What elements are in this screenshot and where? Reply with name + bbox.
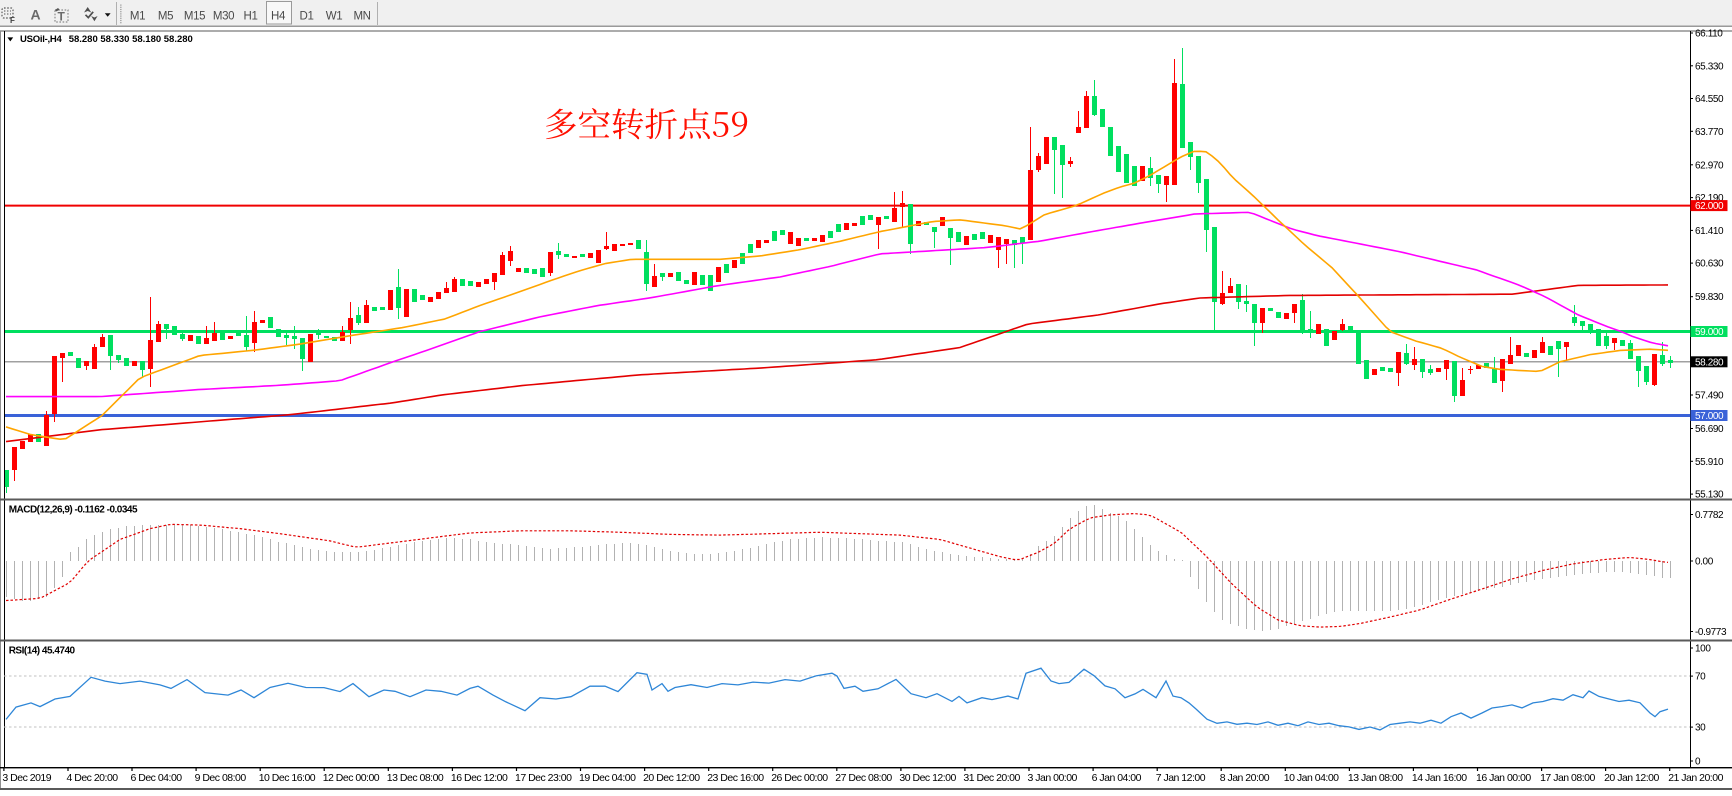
svg-text:21 Jan 20:00: 21 Jan 20:00 — [1668, 772, 1723, 784]
svg-text:0.00: 0.00 — [1695, 557, 1714, 568]
svg-text:56.690: 56.690 — [1695, 424, 1724, 435]
svg-text:6 Jan 04:00: 6 Jan 04:00 — [1092, 772, 1142, 784]
svg-text:70: 70 — [1695, 672, 1706, 683]
svg-text:14 Jan 16:00: 14 Jan 16:00 — [1412, 772, 1467, 784]
svg-text:16 Jan 00:00: 16 Jan 00:00 — [1476, 772, 1531, 784]
svg-text:D1: D1 — [300, 11, 314, 23]
svg-text:USOil-,H4: USOil-,H4 — [20, 34, 63, 45]
svg-text:17 Jan 08:00: 17 Jan 08:00 — [1540, 772, 1595, 784]
svg-text:16 Dec 12:00: 16 Dec 12:00 — [451, 772, 508, 784]
svg-text:10 Dec 16:00: 10 Dec 16:00 — [259, 772, 316, 784]
svg-text:17 Dec 23:00: 17 Dec 23:00 — [515, 772, 572, 784]
svg-text:H4: H4 — [271, 11, 286, 23]
svg-text:61.410: 61.410 — [1695, 226, 1724, 237]
svg-text:0.7782: 0.7782 — [1695, 510, 1724, 521]
svg-text:57.000: 57.000 — [1695, 411, 1724, 422]
svg-text:M15: M15 — [184, 11, 205, 23]
svg-text:59.830: 59.830 — [1695, 292, 1724, 303]
svg-text:6 Dec 04:00: 6 Dec 04:00 — [131, 772, 183, 784]
svg-text:W1: W1 — [326, 11, 342, 23]
svg-text:63.770: 63.770 — [1695, 127, 1724, 138]
svg-text:31 Dec 20:00: 31 Dec 20:00 — [963, 772, 1020, 784]
svg-text:66.110: 66.110 — [1695, 29, 1723, 40]
svg-text:8 Jan 20:00: 8 Jan 20:00 — [1220, 772, 1270, 784]
svg-text:20 Jan 12:00: 20 Jan 12:00 — [1604, 772, 1659, 784]
svg-text:F: F — [10, 16, 15, 25]
svg-text:MN: MN — [353, 11, 370, 23]
svg-text:12 Dec 00:00: 12 Dec 00:00 — [323, 772, 380, 784]
svg-text:20 Dec 12:00: 20 Dec 12:00 — [643, 772, 700, 784]
svg-text:65.330: 65.330 — [1695, 61, 1724, 72]
svg-text:59.000: 59.000 — [1695, 327, 1724, 338]
svg-text:MACD(12,26,9) -0.1162 -0.0345: MACD(12,26,9) -0.1162 -0.0345 — [9, 505, 138, 516]
svg-text:M5: M5 — [158, 11, 173, 23]
svg-text:23 Dec 16:00: 23 Dec 16:00 — [707, 772, 764, 784]
svg-text:62.000: 62.000 — [1695, 201, 1724, 212]
svg-text:55.910: 55.910 — [1695, 457, 1724, 468]
svg-text:55.130: 55.130 — [1695, 490, 1724, 501]
svg-text:A: A — [31, 7, 41, 23]
svg-text:60.630: 60.630 — [1695, 259, 1724, 270]
svg-text:T: T — [58, 10, 66, 24]
svg-text:7 Jan 12:00: 7 Jan 12:00 — [1156, 772, 1206, 784]
svg-text:3 Jan 00:00: 3 Jan 00:00 — [1028, 772, 1078, 784]
svg-text:13 Jan 08:00: 13 Jan 08:00 — [1348, 772, 1403, 784]
svg-text:64.550: 64.550 — [1695, 94, 1724, 105]
svg-text:0: 0 — [1695, 757, 1701, 768]
svg-text:57.490: 57.490 — [1695, 391, 1724, 402]
svg-text:26 Dec 00:00: 26 Dec 00:00 — [771, 772, 828, 784]
svg-text:30 Dec 12:00: 30 Dec 12:00 — [899, 772, 956, 784]
svg-text:30: 30 — [1695, 723, 1706, 734]
svg-text:RSI(14) 45.4740: RSI(14) 45.4740 — [9, 646, 76, 657]
svg-text:13 Dec 08:00: 13 Dec 08:00 — [387, 772, 444, 784]
svg-text:4 Dec 20:00: 4 Dec 20:00 — [67, 772, 119, 784]
svg-text:M30: M30 — [213, 11, 234, 23]
svg-text:62.970: 62.970 — [1695, 160, 1724, 171]
svg-text:27 Dec 08:00: 27 Dec 08:00 — [835, 772, 892, 784]
svg-text:H1: H1 — [244, 11, 258, 23]
svg-text:58.280: 58.280 — [1695, 357, 1724, 368]
svg-text:58.280 58.330 58.180 58.280: 58.280 58.330 58.180 58.280 — [69, 34, 193, 45]
svg-text:62.190: 62.190 — [1695, 193, 1724, 204]
svg-text:9 Dec 08:00: 9 Dec 08:00 — [195, 772, 247, 784]
svg-text:10 Jan 04:00: 10 Jan 04:00 — [1284, 772, 1339, 784]
svg-text:M1: M1 — [130, 11, 145, 23]
svg-text:19 Dec 04:00: 19 Dec 04:00 — [579, 772, 636, 784]
svg-text:100: 100 — [1695, 644, 1711, 655]
svg-text:-0.9773: -0.9773 — [1695, 627, 1727, 638]
svg-text:3 Dec 2019: 3 Dec 2019 — [2, 772, 51, 784]
